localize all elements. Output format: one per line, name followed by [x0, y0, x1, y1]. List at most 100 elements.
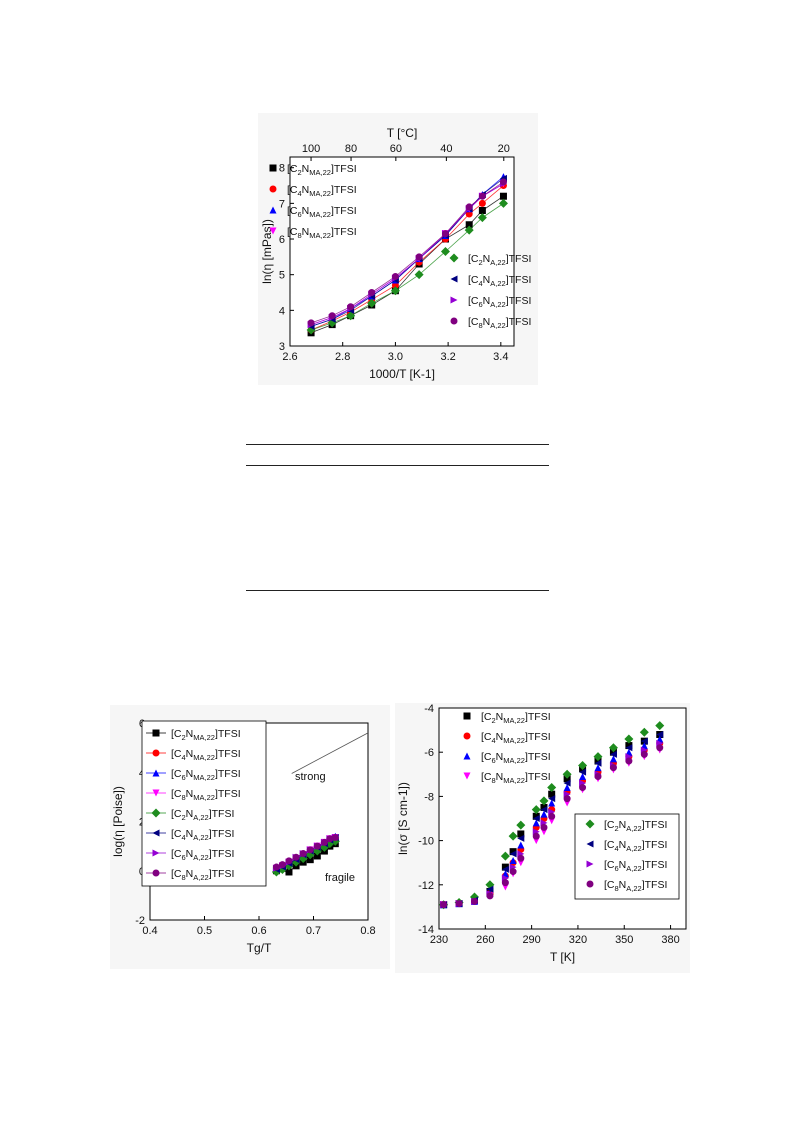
data-point	[640, 750, 648, 758]
x-tick-label: 3.2	[440, 351, 455, 363]
data-point	[501, 865, 509, 873]
legend-label-part: 8	[182, 793, 186, 802]
legend-label-part: [C	[604, 859, 615, 871]
x-tick-label: 230	[430, 934, 448, 946]
legend-marker	[449, 253, 459, 263]
legend-label-part: N	[186, 828, 194, 840]
legend-label-part: ]TFSI	[215, 788, 241, 800]
legend-label-part: MA,22	[193, 733, 215, 742]
data-point	[540, 823, 548, 831]
data-point	[578, 760, 588, 770]
data-point	[501, 879, 509, 887]
legend-label: [C6NMA,22]TFSI	[481, 751, 551, 765]
legend-marker	[450, 275, 458, 283]
x-tick-label: 380	[661, 934, 679, 946]
y-axis-label: ln(σ [S cm-1])	[396, 782, 410, 855]
legend-label-part: ]TFSI	[215, 728, 241, 740]
legend-label-part: ]TFSI	[525, 771, 551, 783]
data-point	[440, 247, 450, 256]
data-point	[347, 303, 355, 311]
data-point	[516, 820, 526, 830]
series-line	[310, 195, 504, 334]
legend-marker	[269, 227, 277, 235]
legend-marker	[585, 819, 595, 829]
data-point	[328, 312, 336, 320]
legend-label: [C8NA,22]TFSI	[171, 868, 234, 882]
legend-label-part: N	[496, 751, 504, 763]
legend-label-part: [C	[171, 808, 182, 820]
legend-marker	[269, 164, 277, 172]
legend-label-part: A,22	[193, 873, 208, 882]
y-tick-label: -14	[418, 924, 434, 936]
legend-label-part: [C	[604, 839, 615, 851]
legend-label-part: N	[186, 748, 194, 760]
legend-label-part: ]TFSI	[642, 879, 668, 891]
legend-label: [C4NMA,22]TFSI	[481, 731, 551, 745]
data-point	[441, 230, 449, 238]
top-tick-label: 60	[390, 143, 402, 155]
data-point	[470, 892, 480, 902]
legend-label-part: 6	[182, 853, 186, 862]
annotation-strong: strong	[295, 771, 326, 783]
legend-label: [C6NA,22]TFSI	[468, 295, 531, 309]
legend-marker	[586, 840, 594, 848]
data-point	[548, 799, 556, 807]
legend-label: [C6NA,22]TFSI	[604, 859, 667, 873]
top-tick-label: 80	[345, 143, 357, 155]
legend-label-part: [C	[171, 728, 182, 740]
legend-marker	[152, 789, 160, 797]
legend-label-part: ]TFSI	[209, 808, 235, 820]
legend-label-part: [C	[287, 226, 298, 238]
legend-marker	[463, 712, 471, 720]
series-line	[310, 183, 504, 325]
legend-label-part: A,22	[626, 844, 641, 853]
data-point	[656, 731, 664, 739]
table-header-rule	[246, 465, 549, 466]
top-tick-label: 100	[302, 143, 320, 155]
legend-label-part: A,22	[490, 279, 505, 288]
legend-label-part: N	[619, 859, 627, 871]
legend-label-part: N	[302, 205, 310, 217]
legend-label-part: 4	[492, 736, 496, 745]
legend-label: [C6NA,22]TFSI	[171, 848, 234, 862]
legend-label-part: 2	[182, 813, 186, 822]
data-point	[656, 735, 664, 743]
legend-label-part: N	[483, 274, 491, 286]
data-point	[291, 857, 301, 867]
legend-label-part: 4	[615, 844, 619, 853]
data-point	[327, 318, 337, 328]
legend-label-part: MA,22	[503, 756, 525, 765]
data-point	[440, 901, 448, 909]
legend-label-part: 2	[492, 716, 496, 725]
legend-marker	[463, 732, 471, 740]
y-axis-label: log(η [Poise])	[111, 786, 125, 857]
data-point	[478, 199, 486, 207]
x-tick-label: 3.0	[388, 351, 403, 363]
legend-label-part: A,22	[193, 853, 208, 862]
legend-label-part: 8	[298, 231, 302, 240]
x-tick-label: 320	[569, 934, 587, 946]
legend-box	[141, 720, 267, 887]
data-point	[563, 779, 571, 787]
data-point	[548, 795, 556, 803]
legend-label: [C6NMA,22]TFSI	[287, 205, 357, 219]
data-point	[306, 846, 314, 854]
data-point	[478, 206, 486, 214]
legend-label-part: [C	[481, 711, 492, 723]
legend-label-part: A,22	[626, 864, 641, 873]
data-point	[609, 764, 617, 772]
top-tick-label: 40	[440, 143, 452, 155]
legend-label-part: N	[186, 848, 194, 860]
data-point	[477, 213, 487, 223]
data-point	[593, 752, 603, 762]
data-point	[532, 832, 540, 840]
legend-marker	[152, 769, 160, 777]
legend-label-part: 8	[615, 884, 619, 893]
data-point	[563, 784, 571, 792]
legend-label: [C8NMA,22]TFSI	[287, 226, 357, 240]
legend-label-part: MA,22	[309, 189, 331, 198]
legend-label-part: ]TFSI	[642, 839, 668, 851]
data-point	[465, 221, 473, 229]
data-point	[390, 286, 400, 296]
